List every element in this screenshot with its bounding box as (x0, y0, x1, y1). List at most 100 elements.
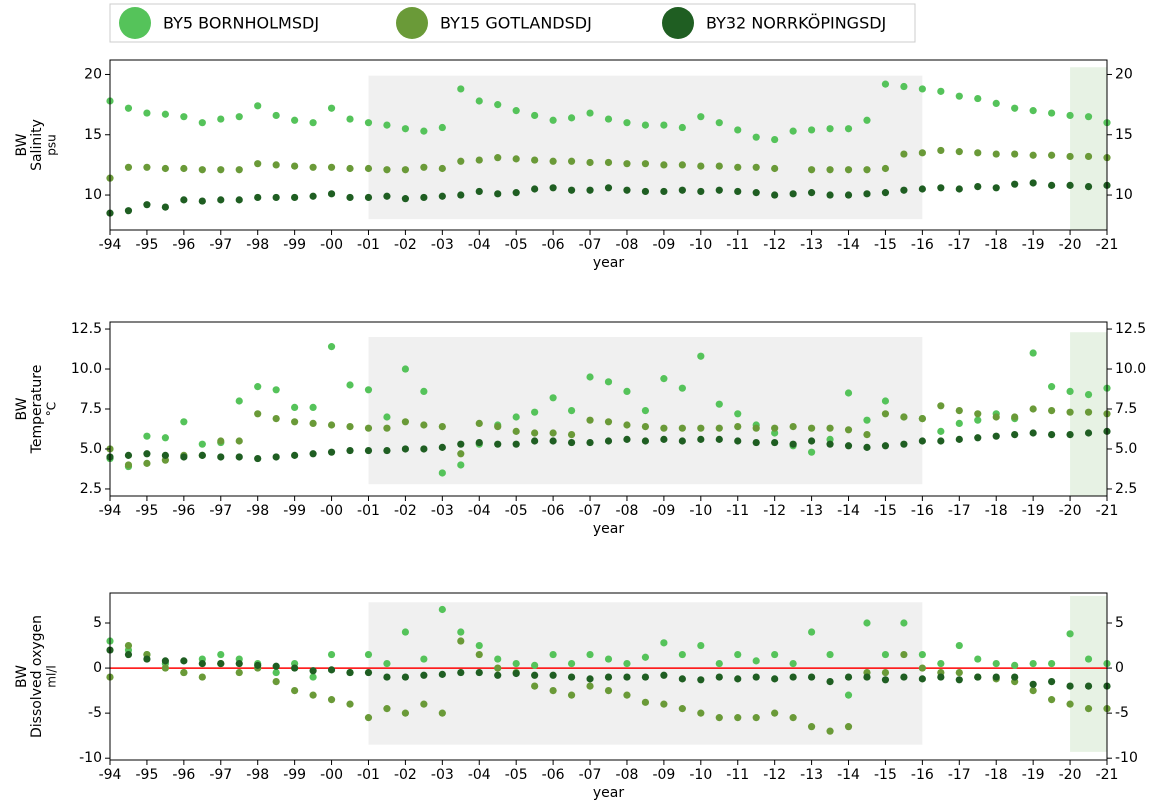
data-point (401, 673, 410, 681)
data-point (272, 662, 280, 670)
data-point (457, 628, 465, 636)
data-point (678, 384, 686, 392)
data-point (992, 184, 1000, 192)
data-point (531, 671, 539, 679)
x-tick-label: -18 (985, 237, 1008, 253)
data-point (1084, 705, 1093, 713)
data-point (161, 657, 169, 665)
data-point (826, 677, 834, 686)
data-point (641, 698, 650, 706)
data-point (383, 673, 391, 681)
data-point (1066, 630, 1074, 638)
data-point (844, 442, 853, 450)
x-tick-label: -13 (800, 767, 823, 783)
x-tick-label: -01 (357, 237, 380, 253)
data-point (863, 443, 871, 451)
data-point (844, 166, 853, 174)
data-point (715, 435, 723, 443)
data-point (826, 191, 834, 199)
data-point (881, 80, 890, 88)
data-point (586, 675, 594, 683)
data-point (844, 723, 853, 731)
data-point (604, 184, 613, 192)
data-point (992, 659, 1000, 668)
data-point (974, 94, 982, 103)
data-point (494, 101, 502, 109)
data-point (161, 110, 169, 118)
shaded-span (1070, 595, 1107, 752)
data-point (124, 104, 133, 112)
y-tick-label-right: 2.5 (1115, 481, 1137, 497)
data-point (383, 659, 391, 668)
data-point (567, 186, 576, 194)
x-tick-label: -11 (726, 237, 749, 253)
data-point (124, 163, 133, 171)
data-point (955, 406, 963, 415)
data-point (383, 413, 391, 421)
data-point (235, 166, 243, 174)
data-point (863, 166, 871, 174)
data-point (1048, 659, 1056, 668)
data-point (715, 119, 723, 127)
data-point (327, 104, 336, 112)
data-point (937, 673, 945, 681)
data-point (900, 82, 908, 91)
data-point (309, 450, 317, 458)
data-point (863, 190, 871, 198)
data-point (771, 650, 779, 659)
x-tick-label: -21 (1096, 767, 1119, 783)
x-tick-label: -10 (689, 767, 712, 783)
x-tick-label: -95 (135, 237, 158, 253)
shaded-span (368, 75, 923, 220)
data-point (881, 668, 890, 677)
data-point (641, 673, 650, 681)
x-tick-label: -03 (431, 503, 454, 519)
x-tick-label: -17 (948, 503, 971, 519)
data-point (807, 166, 816, 174)
data-point (918, 149, 926, 157)
y-axis-label: Dissolved oxygen (29, 615, 45, 738)
data-point (900, 440, 908, 448)
data-point (161, 203, 169, 211)
axes-frame (109, 592, 1108, 761)
x-tick-label: -05 (505, 237, 528, 253)
data-point (512, 427, 520, 435)
x-tick-label: -06 (542, 767, 565, 783)
data-point (457, 85, 465, 93)
data-point (586, 158, 594, 167)
y-tick-label: 15 (84, 127, 102, 143)
x-tick-label: -21 (1096, 503, 1119, 519)
x-tick-label: -16 (911, 237, 934, 253)
data-point (604, 687, 613, 695)
data-point (734, 422, 742, 431)
data-point (918, 185, 926, 193)
data-point (678, 675, 686, 683)
x-tick-label: -06 (542, 237, 565, 253)
data-point (346, 422, 354, 431)
data-point (254, 102, 262, 110)
data-point (549, 671, 557, 679)
data-point (715, 400, 723, 408)
data-point (937, 659, 945, 668)
data-point (881, 397, 890, 405)
data-point (364, 446, 373, 455)
data-point (623, 659, 631, 668)
data-point (660, 700, 668, 708)
legend-label: BY15 GOTLANDSDJ (440, 14, 592, 33)
data-point (641, 187, 650, 196)
data-point (457, 461, 465, 469)
data-point (715, 714, 723, 722)
x-tick-label: -94 (99, 767, 122, 783)
legend-marker (119, 7, 151, 39)
y-tick-label-right: -10 (1115, 750, 1138, 766)
y-tick-label: 0 (93, 660, 102, 676)
data-point (309, 403, 317, 412)
data-point (678, 186, 686, 194)
data-point (364, 119, 373, 127)
x-tick-label: -14 (837, 503, 860, 519)
data-point (161, 451, 169, 459)
data-point (364, 650, 373, 659)
data-point (420, 163, 428, 171)
x-tick-label: -15 (874, 767, 897, 783)
x-tick-label: -05 (505, 503, 528, 519)
